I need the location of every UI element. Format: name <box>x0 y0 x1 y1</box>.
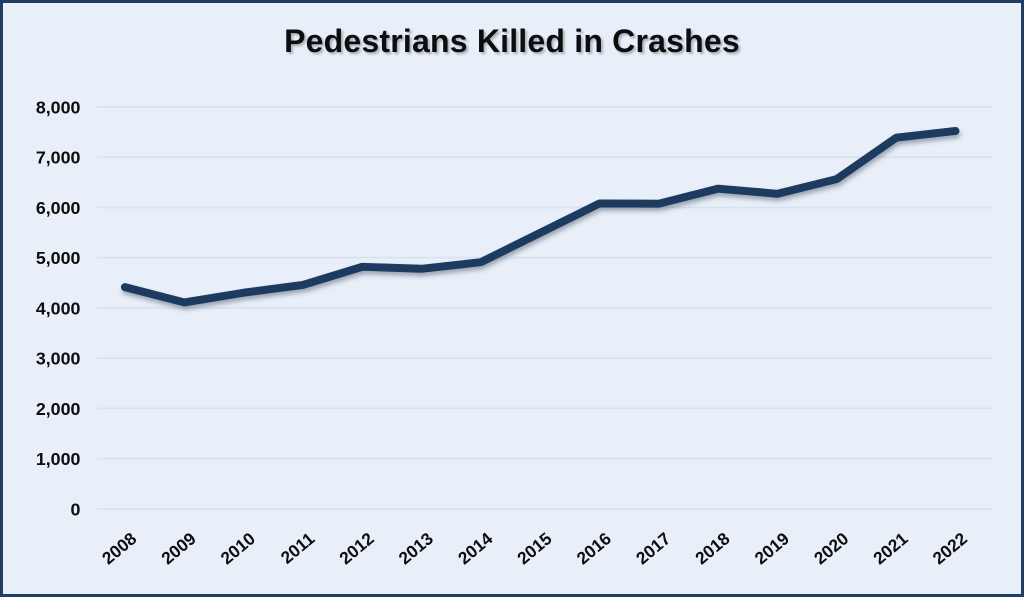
y-axis-tick-label: 5,000 <box>36 248 81 268</box>
y-axis-labels: 0 1,000 2,000 3,000 4,000 5,000 6,000 7,000 8,00… <box>36 97 81 519</box>
x-axis-tick-label: 2016 <box>573 528 615 568</box>
x-axis-tick-label: 2022 <box>929 528 971 568</box>
x-axis-tick-label: 2008 <box>98 528 141 568</box>
x-axis-tick-label: 2014 <box>454 528 497 568</box>
x-axis-tick-label: 2015 <box>513 528 556 568</box>
y-axis-tick-label: 4,000 <box>36 298 81 318</box>
x-axis-tick-label: 2011 <box>277 528 319 568</box>
data-line <box>120 126 960 307</box>
x-axis-tick-label: 2019 <box>751 528 793 568</box>
y-axis-tick-label: 2,000 <box>36 399 81 419</box>
x-axis-tick-label: 2021 <box>869 528 912 568</box>
chart-title: Pedestrians Killed in Crashes <box>284 23 740 59</box>
y-axis-tick-label: 1,000 <box>36 449 81 469</box>
x-axis-tick-label: 2017 <box>632 528 674 568</box>
y-axis-tick-label: 6,000 <box>36 198 81 218</box>
y-axis-tick-label: 3,000 <box>36 349 81 369</box>
x-axis-labels: 2008 2009 2010 2011 2012 2013 2014 2015 2016 2017… <box>98 528 971 568</box>
data-series-group <box>120 126 960 307</box>
x-axis-tick-label: 2018 <box>691 528 734 568</box>
x-axis-tick-label: 2012 <box>335 528 377 568</box>
gridline-group <box>97 106 993 510</box>
x-axis-tick-label: 2009 <box>157 528 199 568</box>
x-axis-tick-label: 2020 <box>810 528 852 568</box>
y-axis-tick-label: 0 <box>70 499 80 519</box>
y-axis-tick-label: 7,000 <box>36 148 81 168</box>
x-axis-tick-label: 2013 <box>395 528 437 568</box>
line-chart: 0 1,000 2,000 3,000 4,000 5,000 6,000 7,000 8,00… <box>36 97 993 568</box>
x-axis-tick-label: 2010 <box>217 528 259 568</box>
y-axis-tick-label: 8,000 <box>36 97 81 117</box>
